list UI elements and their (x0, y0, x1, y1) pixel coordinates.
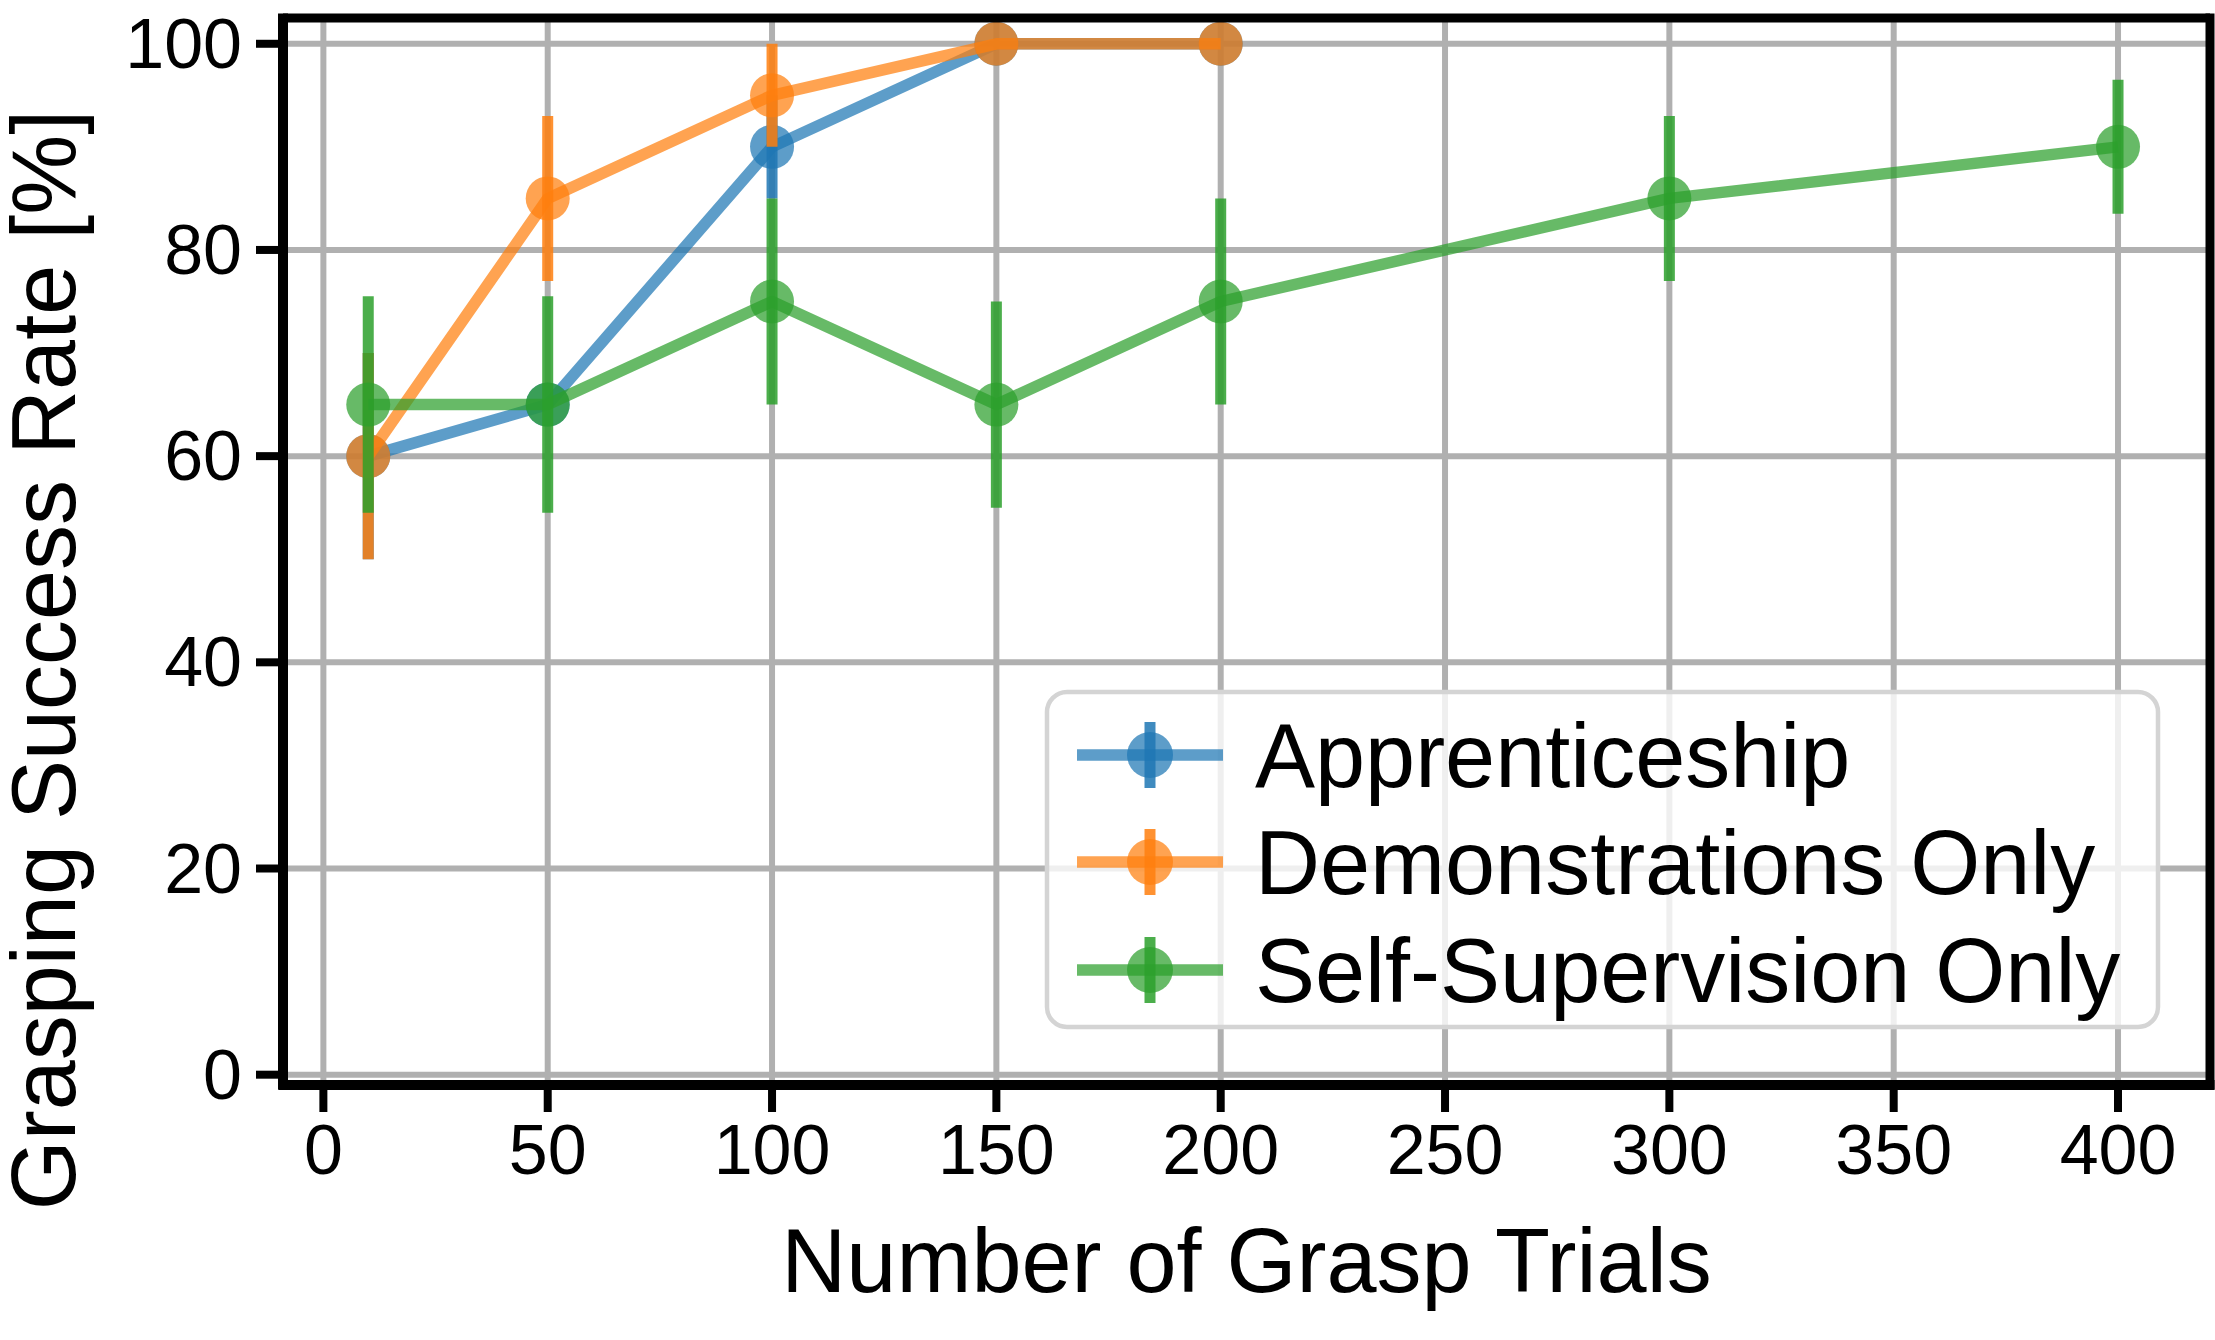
x-tick-label-150: 150 (938, 1111, 1055, 1189)
legend-label: Apprenticeship (1255, 706, 1850, 806)
y-axis-label: Grasping Success Rate [%] (0, 110, 94, 1210)
chart-canvas: 0 50 100 150 200 250 300 350 400 0 20 40 60 80 100 Numb… (0, 0, 2215, 1340)
x-tick-label-0: 0 (304, 1111, 343, 1189)
x-axis-label: Number of Grasp Trials (781, 1211, 1711, 1311)
y-tick-label-20: 20 (164, 830, 242, 908)
y-tick-label-100: 100 (125, 5, 242, 83)
x-tick-label-300: 300 (1611, 1111, 1728, 1189)
x-tick-label-400: 400 (2060, 1111, 2177, 1189)
data-point (974, 22, 1018, 66)
legend-label: Demonstrations Only (1255, 813, 2095, 913)
x-tick-label-50: 50 (509, 1111, 587, 1189)
y-tick-label-0: 0 (203, 1036, 242, 1114)
legend: ApprenticeshipDemonstrations OnlySelf-Su… (1047, 692, 2158, 1027)
y-tick-label-80: 80 (164, 211, 242, 289)
x-tick-label-250: 250 (1387, 1111, 1504, 1189)
x-tick-label-350: 350 (1835, 1111, 1952, 1189)
data-point (1199, 22, 1243, 66)
x-tick-label-100: 100 (714, 1111, 831, 1189)
x-tick-label-200: 200 (1162, 1111, 1279, 1189)
y-tick-label-60: 60 (164, 417, 242, 495)
legend-label: Self-Supervision Only (1255, 921, 2120, 1021)
y-tick-label-40: 40 (164, 623, 242, 701)
chart-figure: 0 50 100 150 200 250 300 350 400 0 20 40 60 80 100 Numb… (0, 0, 2215, 1340)
